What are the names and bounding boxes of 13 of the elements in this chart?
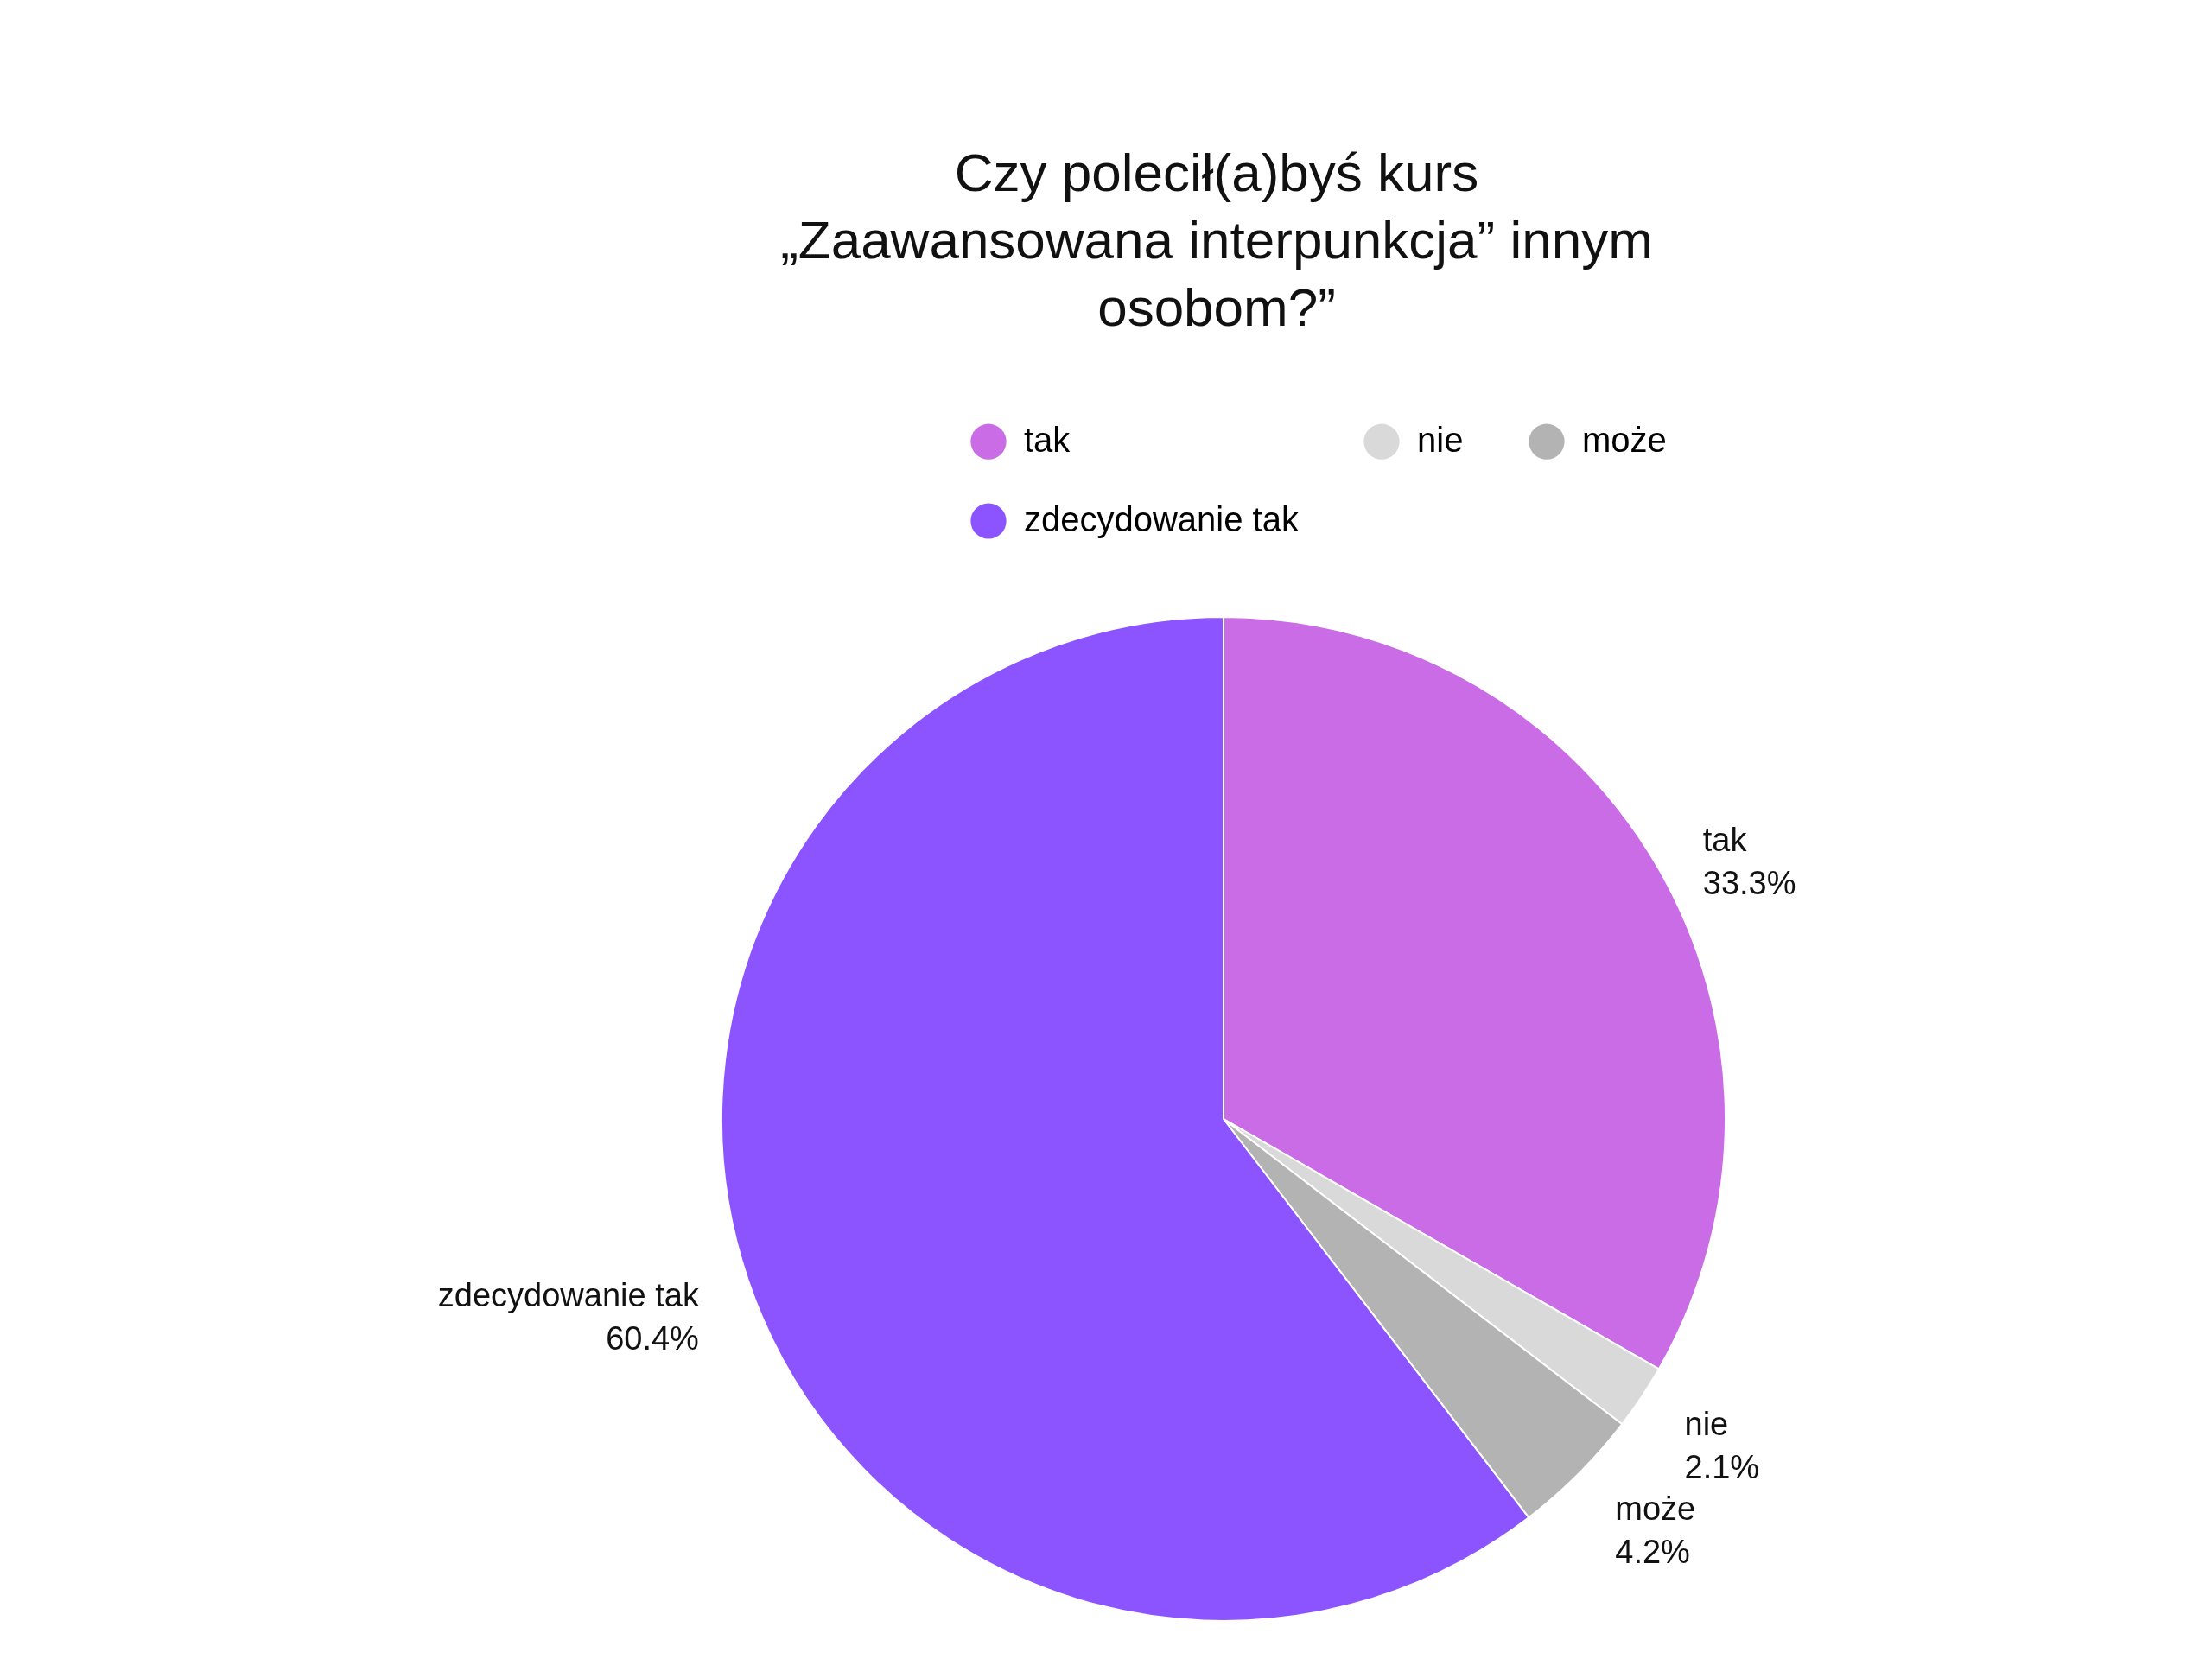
data-label: 60.4% (606, 1319, 699, 1357)
data-label: 33.3% (1702, 864, 1796, 901)
legend-label: nie (1417, 421, 1464, 460)
chart-title: Czy polecił(a)byś kurs „Zaawansowana interpunkcja” innym osobom?” (780, 143, 1653, 337)
data-label: 2.1% (1684, 1449, 1760, 1486)
data-label: 4.2% (1615, 1534, 1690, 1571)
slice-label: zdecydowanie tak (437, 1276, 700, 1313)
slice-label: może (1615, 1491, 1696, 1528)
legend-label: może (1582, 421, 1667, 460)
legend-label: zdecydowanie tak (1024, 500, 1300, 538)
slice-label: tak (1702, 821, 1748, 858)
slice-label: nie (1684, 1406, 1729, 1443)
legend-label: tak (1024, 421, 1071, 460)
